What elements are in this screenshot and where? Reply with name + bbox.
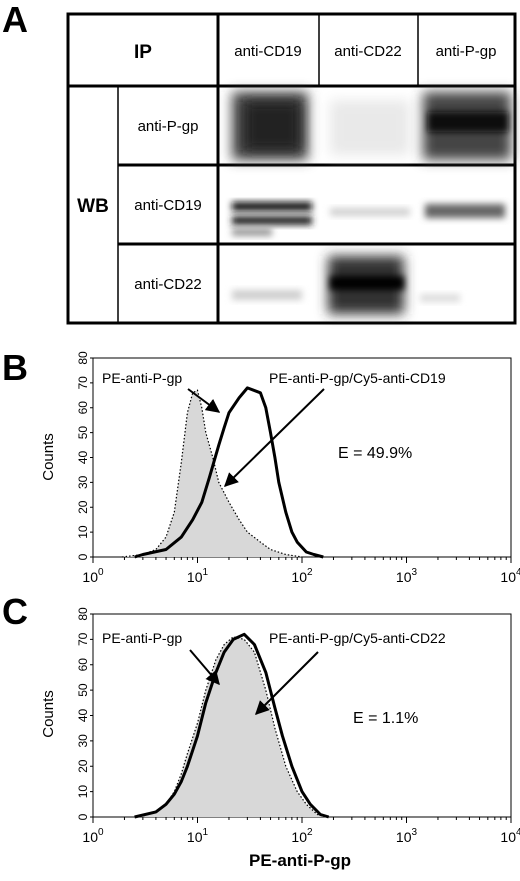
- band-cd22-cd22-core: [330, 276, 404, 290]
- x-tick-label-b-0: 100: [82, 567, 104, 585]
- band-cd22-pgp: [420, 294, 460, 302]
- ip-label: IP: [134, 42, 152, 63]
- y-tick-label-b-1: 10: [76, 525, 90, 539]
- band-cd19-pgp: [425, 204, 505, 218]
- band-pgp-cd19-core: [245, 102, 300, 150]
- y-tick-label-c-7: 70: [76, 632, 90, 646]
- y-tick-label-b-0: 0: [76, 553, 90, 560]
- panel-letter-a: A: [2, 0, 28, 40]
- blot-table: IP WB anti-CD19 anti-CD22 anti-P-gp anti…: [66, 12, 517, 325]
- x-tick-label-b-3: 103: [396, 567, 418, 585]
- x-axis-label-c: PE-anti-P-gp: [249, 851, 351, 870]
- x-tick-label-b-1: 101: [187, 567, 209, 585]
- x-tick-exponent-b-3: 3: [412, 567, 418, 578]
- x-tick-exponent-c-4: 4: [516, 827, 520, 838]
- efficiency-label-b: E = 49.9%: [338, 445, 412, 462]
- row-label-pgp: anti-P-gp: [138, 118, 199, 135]
- x-tick-label-b-2: 102: [291, 567, 313, 585]
- x-tick-exponent-c-1: 1: [203, 827, 209, 838]
- y-tick-label-b-5: 50: [76, 426, 90, 440]
- annotation-label-c-dual: PE-anti-P-gp/Cy5-anti-CD22: [269, 630, 446, 646]
- x-tick-exponent-b-0: 0: [98, 567, 104, 578]
- y-tick-label-b-6: 60: [76, 401, 90, 415]
- arrow-c-single: [189, 649, 220, 686]
- x-tick-exponent-c-3: 3: [412, 827, 418, 838]
- x-tick-exponent-c-2: 2: [307, 827, 313, 838]
- efficiency-label-c: E = 1.1%: [353, 710, 418, 727]
- annotations-b: PE-anti-P-gp PE-anti-P-gp/Cy5-anti-CD19 …: [102, 370, 446, 487]
- arrow-b-single: [187, 388, 221, 413]
- x-tick-label-c-4: 104: [500, 827, 520, 845]
- x-tick-label-c-2: 102: [291, 827, 313, 845]
- row-label-cd19: anti-CD19: [134, 197, 202, 214]
- series-layer-c: [134, 632, 330, 819]
- wb-label: WB: [77, 196, 109, 217]
- band-cd19-cd19-upper: [232, 202, 312, 211]
- column-header-cd19: anti-CD19: [234, 43, 302, 60]
- band-cd19-cd22: [330, 208, 410, 216]
- y-axis-label-b: Counts: [40, 433, 57, 481]
- y-tick-label-c-8: 80: [76, 607, 90, 621]
- x-tick-label-c-0: 100: [82, 827, 104, 845]
- column-header-cd22: anti-CD22: [334, 43, 402, 60]
- y-tick-label-b-4: 40: [76, 451, 90, 465]
- y-tick-label-c-6: 60: [76, 658, 90, 672]
- row-label-cd22: anti-CD22: [134, 276, 202, 293]
- annotation-label-b-dual: PE-anti-P-gp/Cy5-anti-CD19: [269, 370, 446, 386]
- series-line-c-single: [139, 636, 327, 818]
- y-tick-label-c-4: 40: [76, 709, 90, 723]
- x-tick-label-b-4: 104: [500, 567, 520, 585]
- x-tick-label-c-3: 103: [396, 827, 418, 845]
- y-tick-label-c-5: 50: [76, 683, 90, 697]
- series-layer-b: [122, 386, 324, 559]
- x-tick-exponent-b-4: 4: [516, 567, 520, 578]
- plot-frame-b: [92, 357, 512, 558]
- y-tick-label-b-3: 30: [76, 475, 90, 489]
- x-tick-exponent-b-1: 1: [203, 567, 209, 578]
- y-tick-label-c-1: 10: [76, 785, 90, 799]
- series-line-b-dual: [134, 386, 324, 559]
- annotation-label-b-single: PE-anti-P-gp: [102, 370, 182, 386]
- x-tick-exponent-b-2: 2: [307, 567, 313, 578]
- y-tick-label-c-3: 30: [76, 734, 90, 748]
- blot-row-pgp: [232, 92, 511, 160]
- arrow-c-dual: [255, 651, 319, 715]
- x-tick-exponent-c-0: 0: [98, 827, 104, 838]
- y-tick-label-b-2: 20: [76, 500, 90, 514]
- y-tick-label-b-7: 70: [76, 376, 90, 390]
- annotation-label-c-single: PE-anti-P-gp: [102, 630, 182, 646]
- y-tick-label-c-0: 0: [76, 813, 90, 820]
- y-tick-label-c-2: 20: [76, 759, 90, 773]
- band-cd19-cd19-smear: [232, 228, 272, 236]
- x-tick-label-c-1: 101: [187, 827, 209, 845]
- series-fill-c-0: [139, 636, 327, 817]
- y-tick-label-b-8: 80: [76, 351, 90, 365]
- arrow-b-dual: [224, 388, 325, 487]
- band-cd22-cd19: [232, 290, 302, 300]
- band-pgp-pgp-core: [428, 112, 508, 132]
- series-line-c-dual: [134, 632, 330, 819]
- band-pgp-cd22: [330, 100, 410, 155]
- blot-row-cd22: [232, 256, 460, 314]
- column-header-pgp: anti-P-gp: [436, 43, 497, 60]
- blot-row-cd19: [232, 202, 505, 236]
- panel-letter-c: C: [2, 591, 28, 632]
- annotations-c: PE-anti-P-gp PE-anti-P-gp/Cy5-anti-CD22 …: [102, 630, 446, 727]
- band-cd19-cd19-lower: [232, 216, 312, 225]
- y-axis-label-c: Counts: [40, 690, 57, 738]
- panel-letter-b: B: [2, 347, 28, 388]
